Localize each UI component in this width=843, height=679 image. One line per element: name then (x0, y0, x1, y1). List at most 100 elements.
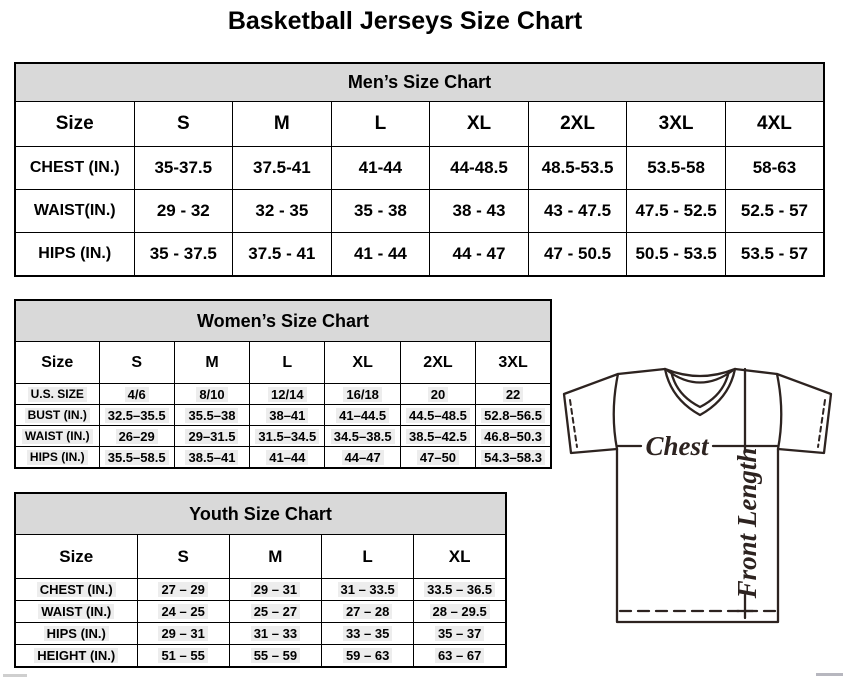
jersey-sleeve-seam-right (775, 372, 783, 451)
value-cell: 4/6 (98, 383, 175, 405)
value-cell: 53.5-58 (626, 146, 726, 190)
column-header-cell: S (98, 341, 175, 384)
value-cell: 41 - 44 (330, 232, 431, 277)
row-label-cell: CHEST (IN.) (14, 146, 135, 190)
value-cell: 53.5 - 57 (724, 232, 825, 277)
column-header-cell: S (133, 101, 234, 147)
value-cell: 33 – 35 (320, 622, 415, 645)
row-label-cell: WAIST (IN.) (14, 425, 100, 447)
column-header-cell: L (330, 101, 431, 147)
front-length-label: Front Length (732, 448, 762, 600)
value-cell: 38–41 (249, 404, 326, 426)
column-header-cell: Size (14, 101, 135, 147)
value-cell: 26–29 (98, 425, 175, 447)
youth-size-table: Youth Size Chart Size S M L XL CHEST (IN.) 27 –… (14, 492, 507, 668)
value-cell: 44 - 47 (429, 232, 529, 277)
value-cell: 41–44 (249, 446, 326, 469)
scrollbar-fragment-right (816, 673, 843, 676)
value-cell: 44–47 (324, 446, 401, 469)
value-cell: 52.8–56.5 (475, 404, 552, 426)
cuff-dashed-line-left (569, 399, 578, 448)
jersey-vneck-outer (663, 367, 737, 417)
column-header-cell: L (320, 534, 415, 579)
value-cell: 63 – 67 (413, 644, 507, 668)
value-cell: 16/18 (324, 383, 401, 405)
row-label-cell: HEIGHT (IN.) (14, 644, 138, 668)
table-title: Men’s Size Chart (14, 62, 825, 102)
value-cell: 52.5 - 57 (724, 189, 825, 233)
row-label-cell: CHEST (IN.) (14, 578, 138, 601)
value-cell: 27 – 29 (136, 578, 230, 601)
value-cell: 41–44.5 (324, 404, 401, 426)
value-cell: 37.5 - 41 (232, 232, 332, 277)
value-cell: 34.5–38.5 (324, 425, 401, 447)
value-cell: 33.5 – 36.5 (413, 578, 507, 601)
table-row: HIPS (IN.) 29 – 31 31 – 33 33 – 35 35 – 37 (14, 622, 507, 645)
value-cell: 58-63 (724, 146, 825, 190)
value-cell: 38 - 43 (429, 189, 529, 233)
value-cell: 22 (475, 383, 552, 405)
row-label-cell: HIPS (IN.) (14, 232, 135, 277)
page-title: Basketball Jerseys Size Chart (227, 7, 583, 35)
chest-label: Chest (645, 431, 710, 461)
jersey-diagram: Chest Front Length (562, 367, 833, 624)
value-cell: 44-48.5 (429, 146, 529, 190)
value-cell: 37.5-41 (232, 146, 332, 190)
value-cell: 35.5–38 (173, 404, 251, 426)
value-cell: 24 – 25 (136, 600, 230, 623)
value-cell: 31 – 33.5 (320, 578, 415, 601)
value-cell: 47.5 - 52.5 (626, 189, 726, 233)
column-header-cell: M (232, 101, 332, 147)
column-header-cell: S (136, 534, 230, 579)
table-title: Women’s Size Chart (14, 299, 552, 342)
cuff-dashed-line-right (817, 399, 826, 448)
value-cell: 38.5–42.5 (399, 425, 477, 447)
column-header-cell: M (228, 534, 323, 579)
value-cell: 41-44 (330, 146, 431, 190)
value-cell: 29 – 31 (136, 622, 230, 645)
table-title: Youth Size Chart (14, 492, 507, 535)
value-cell: 47–50 (399, 446, 477, 469)
jersey-collar-back (663, 367, 737, 384)
column-header-cell: 4XL (724, 101, 825, 147)
table-row: U.S. SIZE 4/6 8/10 12/14 16/18 20 22 (14, 383, 552, 405)
table-row: BUST (IN.) 32.5–35.5 35.5–38 38–41 41–44.5 44… (14, 404, 552, 426)
value-cell: 29 - 32 (133, 189, 234, 233)
value-cell: 8/10 (173, 383, 251, 405)
column-header-cell: Size (14, 341, 100, 384)
column-header-cell: 3XL (475, 341, 552, 384)
jersey-outline (562, 367, 833, 624)
scrollbar-fragment-left (3, 674, 27, 677)
value-cell: 35 - 38 (330, 189, 431, 233)
value-cell: 54.3–58.3 (475, 446, 552, 469)
value-cell: 43 - 47.5 (527, 189, 628, 233)
table-row: WAIST (IN.) 24 – 25 25 – 27 27 – 28 28 – 29.… (14, 600, 507, 623)
mens-size-table: Men’s Size Chart Size S M L XL 2XL 3XL 4XL CHEST … (14, 62, 825, 277)
column-header-cell: 3XL (626, 101, 726, 147)
jersey-sleeve-seam-left (612, 372, 620, 451)
value-cell: 29 – 31 (228, 578, 323, 601)
table-row: HEIGHT (IN.) 51 – 55 55 – 59 59 – 63 63 – 67 (14, 644, 507, 668)
row-label-cell: WAIST (IN.) (14, 600, 138, 623)
value-cell: 46.8–50.3 (475, 425, 552, 447)
table-row: CHEST (IN.) 27 – 29 29 – 31 31 – 33.5 33.5 –… (14, 578, 507, 601)
value-cell: 51 – 55 (136, 644, 230, 668)
front-length-measure-line (735, 367, 755, 620)
value-cell: 50.5 - 53.5 (626, 232, 726, 277)
value-cell: 35 - 37.5 (133, 232, 234, 277)
value-cell: 31 – 33 (228, 622, 323, 645)
column-header-cell: 2XL (399, 341, 477, 384)
row-label-cell: U.S. SIZE (14, 383, 100, 405)
value-cell: 35.5–58.5 (98, 446, 175, 469)
value-cell: 48.5-53.5 (527, 146, 628, 190)
value-cell: 47 - 50.5 (527, 232, 628, 277)
value-cell: 32.5–35.5 (98, 404, 175, 426)
value-cell: 27 – 28 (320, 600, 415, 623)
column-header-cell: XL (429, 101, 529, 147)
value-cell: 55 – 59 (228, 644, 323, 668)
column-header-cell: XL (413, 534, 507, 579)
row-label-cell: HIPS (IN.) (14, 622, 138, 645)
row-label-cell: HIPS (IN.) (14, 446, 100, 469)
column-header-cell: 2XL (527, 101, 628, 147)
